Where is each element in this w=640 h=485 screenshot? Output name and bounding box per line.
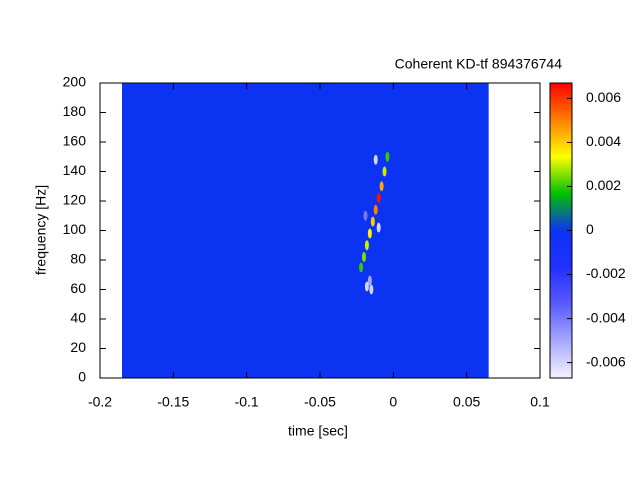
heatmap-cell [373,154,378,165]
heatmap-cell [382,166,387,177]
heatmap-cell [370,216,375,227]
y-tick-label: 0 [78,369,86,385]
y-tick-label: 60 [70,280,86,296]
heatmap-cell [385,151,390,162]
heatmap-cell [376,193,381,204]
colorbar-tick-label: -0.002 [586,265,626,281]
y-tick-label: 40 [70,310,86,326]
colorbar-tick-label: -0.006 [586,353,626,369]
heatmap-cell [379,181,384,192]
x-tick-label: -0.05 [304,394,336,410]
heatmap-cell [364,281,369,292]
heatmap-cell [367,275,372,286]
y-tick-label: 160 [63,133,87,149]
heatmap-cell [362,252,366,263]
y-tick-label: 200 [63,74,87,90]
heatmap-background [122,83,489,378]
heatmap-cell [376,222,381,233]
y-tick-label: 100 [63,221,87,237]
heatmap-cell [363,210,368,221]
heatmap-cell [359,262,364,273]
x-tick-label: 0 [389,394,397,410]
colorbar-tick-label: 0.006 [586,89,621,105]
heatmap-cell [364,240,369,251]
x-tick-label: 0.1 [530,394,550,410]
x-tick-label: -0.1 [235,394,259,410]
y-axis-label: frequency [Hz] [33,185,49,275]
x-axis-label: time [sec] [288,423,348,439]
colorbar-tick-label: 0 [586,221,594,237]
colorbar-tick-label: 0.002 [586,177,621,193]
heatmap-cell [367,228,372,239]
y-tick-label: 120 [63,192,87,208]
x-tick-label: 0.05 [453,394,480,410]
chart-title: Coherent KD-tf 894376744 [395,56,563,72]
y-tick-label: 180 [63,103,87,119]
colorbar-tick-label: -0.004 [586,309,626,325]
x-tick-label: -0.15 [157,394,189,410]
y-tick-label: 140 [63,162,87,178]
colorbar-tick-label: 0.004 [586,133,621,149]
y-tick-label: 80 [70,251,86,267]
y-tick-label: 20 [70,339,86,355]
heatmap-cell [373,204,378,215]
x-tick-label: -0.2 [88,394,112,410]
heatmap-cell [369,284,374,295]
